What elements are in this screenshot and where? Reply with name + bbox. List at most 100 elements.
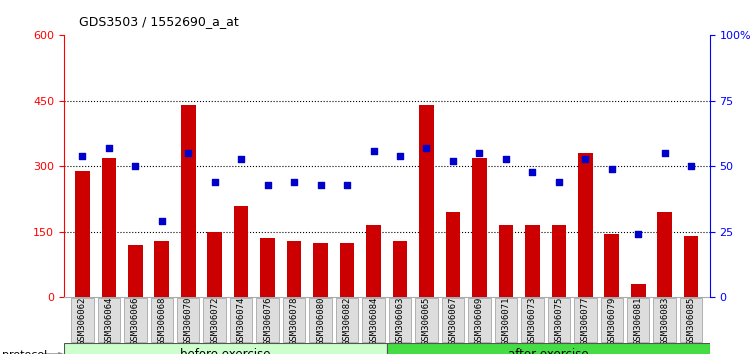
Text: GSM306064: GSM306064: [104, 296, 113, 344]
Bar: [234, 206, 249, 297]
Bar: [101, 158, 116, 297]
Bar: [155, 241, 169, 297]
FancyBboxPatch shape: [680, 298, 702, 342]
Bar: [657, 212, 672, 297]
FancyBboxPatch shape: [574, 298, 596, 342]
Text: GSM306077: GSM306077: [581, 296, 590, 344]
Text: GSM306065: GSM306065: [422, 296, 431, 344]
FancyBboxPatch shape: [495, 298, 517, 342]
Point: [606, 166, 618, 172]
Bar: [631, 284, 646, 297]
Text: protocol: protocol: [2, 350, 47, 354]
Bar: [445, 212, 460, 297]
Point: [182, 150, 195, 156]
Point: [447, 158, 459, 164]
Bar: [313, 243, 328, 297]
Text: GSM306069: GSM306069: [475, 296, 484, 344]
FancyBboxPatch shape: [124, 298, 146, 342]
Bar: [499, 225, 513, 297]
Bar: [419, 105, 434, 297]
Bar: [472, 158, 487, 297]
Text: GSM306080: GSM306080: [316, 296, 325, 344]
Bar: [261, 239, 275, 297]
Bar: [551, 225, 566, 297]
Text: GSM306070: GSM306070: [184, 296, 193, 344]
Text: GSM306074: GSM306074: [237, 296, 246, 344]
Point: [129, 164, 141, 169]
FancyBboxPatch shape: [177, 298, 200, 342]
Text: after exercise: after exercise: [508, 348, 589, 354]
FancyBboxPatch shape: [389, 298, 412, 342]
FancyBboxPatch shape: [309, 298, 332, 342]
Bar: [207, 232, 222, 297]
FancyBboxPatch shape: [362, 298, 385, 342]
FancyBboxPatch shape: [256, 298, 279, 342]
FancyBboxPatch shape: [521, 298, 544, 342]
Point: [288, 179, 300, 185]
Point: [473, 150, 485, 156]
Bar: [181, 105, 195, 297]
Text: GSM306084: GSM306084: [369, 296, 378, 344]
Point: [209, 179, 221, 185]
Text: GSM306076: GSM306076: [263, 296, 272, 344]
FancyBboxPatch shape: [442, 298, 464, 342]
Bar: [339, 243, 354, 297]
FancyBboxPatch shape: [71, 298, 94, 342]
Point: [394, 153, 406, 159]
Point: [579, 156, 591, 161]
Bar: [684, 236, 698, 297]
FancyBboxPatch shape: [627, 298, 650, 342]
Point: [341, 182, 353, 188]
Text: GSM306062: GSM306062: [78, 296, 87, 344]
Point: [261, 182, 273, 188]
Point: [315, 182, 327, 188]
Point: [553, 179, 565, 185]
Text: before exercise: before exercise: [180, 348, 270, 354]
Bar: [605, 234, 619, 297]
Text: GSM306079: GSM306079: [608, 296, 617, 344]
Bar: [64, 343, 387, 354]
Text: GDS3503 / 1552690_a_at: GDS3503 / 1552690_a_at: [79, 15, 239, 28]
Text: GSM306081: GSM306081: [634, 296, 643, 344]
Text: GSM306073: GSM306073: [528, 296, 537, 344]
FancyBboxPatch shape: [547, 298, 570, 342]
FancyBboxPatch shape: [283, 298, 306, 342]
Text: GSM306063: GSM306063: [396, 296, 405, 344]
Point: [367, 148, 379, 154]
Bar: [393, 241, 407, 297]
FancyBboxPatch shape: [150, 298, 173, 342]
Point: [155, 218, 167, 224]
Point: [632, 232, 644, 237]
FancyBboxPatch shape: [204, 298, 226, 342]
Bar: [525, 225, 540, 297]
Bar: [578, 153, 593, 297]
Text: GSM306083: GSM306083: [660, 296, 669, 344]
Text: GSM306078: GSM306078: [290, 296, 299, 344]
Bar: [75, 171, 89, 297]
Point: [103, 145, 115, 151]
Text: GSM306082: GSM306082: [342, 296, 351, 344]
FancyBboxPatch shape: [415, 298, 438, 342]
Bar: [387, 343, 710, 354]
Text: GSM306072: GSM306072: [210, 296, 219, 344]
FancyBboxPatch shape: [98, 298, 120, 342]
Bar: [366, 225, 381, 297]
Point: [526, 169, 538, 175]
FancyBboxPatch shape: [653, 298, 676, 342]
FancyBboxPatch shape: [468, 298, 490, 342]
Point: [500, 156, 512, 161]
Text: GSM306071: GSM306071: [502, 296, 511, 344]
Point: [235, 156, 247, 161]
Point: [421, 145, 433, 151]
Bar: [287, 241, 301, 297]
FancyBboxPatch shape: [230, 298, 252, 342]
Text: GSM306085: GSM306085: [686, 296, 695, 344]
FancyBboxPatch shape: [601, 298, 623, 342]
Text: GSM306068: GSM306068: [157, 296, 166, 344]
Point: [659, 150, 671, 156]
FancyBboxPatch shape: [336, 298, 358, 342]
Text: GSM306075: GSM306075: [554, 296, 563, 344]
Bar: [128, 245, 143, 297]
Text: GSM306067: GSM306067: [448, 296, 457, 344]
Text: GSM306066: GSM306066: [131, 296, 140, 344]
